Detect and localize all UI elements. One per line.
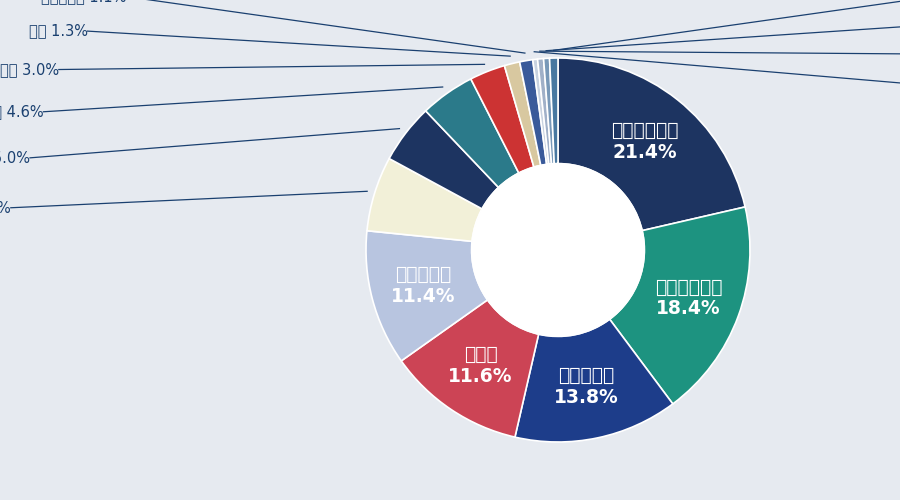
Wedge shape <box>558 58 745 231</box>
Circle shape <box>472 164 644 336</box>
Wedge shape <box>609 207 750 404</box>
Wedge shape <box>504 62 541 167</box>
Wedge shape <box>537 58 552 164</box>
Text: 自営 1.3%: 自営 1.3% <box>29 24 87 38</box>
Wedge shape <box>533 59 549 164</box>
Wedge shape <box>366 230 488 361</box>
Wedge shape <box>367 158 482 242</box>
Wedge shape <box>544 58 554 164</box>
Wedge shape <box>471 66 534 173</box>
Text: 不動産業 4.6%: 不動産業 4.6% <box>0 104 43 120</box>
Wedge shape <box>426 79 518 188</box>
Wedge shape <box>519 60 546 166</box>
Text: 建設業 5.0%: 建設業 5.0% <box>0 150 30 166</box>
Wedge shape <box>401 300 538 437</box>
Text: サービス業
11.4%: サービス業 11.4% <box>392 265 455 306</box>
Text: 運輸・郵便業 3.0%: 運輸・郵便業 3.0% <box>0 62 58 77</box>
Text: 卸売・小売業
21.4%: 卸売・小売業 21.4% <box>611 120 679 162</box>
Text: 金融・保険業
18.4%: 金融・保険業 18.4% <box>655 278 723 318</box>
Text: 情報通信業
13.8%: 情報通信業 13.8% <box>554 366 619 406</box>
Wedge shape <box>389 111 499 209</box>
Wedge shape <box>550 58 558 164</box>
Text: 製造業
11.6%: 製造業 11.6% <box>448 345 513 386</box>
Wedge shape <box>515 320 673 442</box>
Text: 公務員 6.3%: 公務員 6.3% <box>0 200 11 216</box>
Text: 大学院進学 1.1%: 大学院進学 1.1% <box>40 0 126 4</box>
